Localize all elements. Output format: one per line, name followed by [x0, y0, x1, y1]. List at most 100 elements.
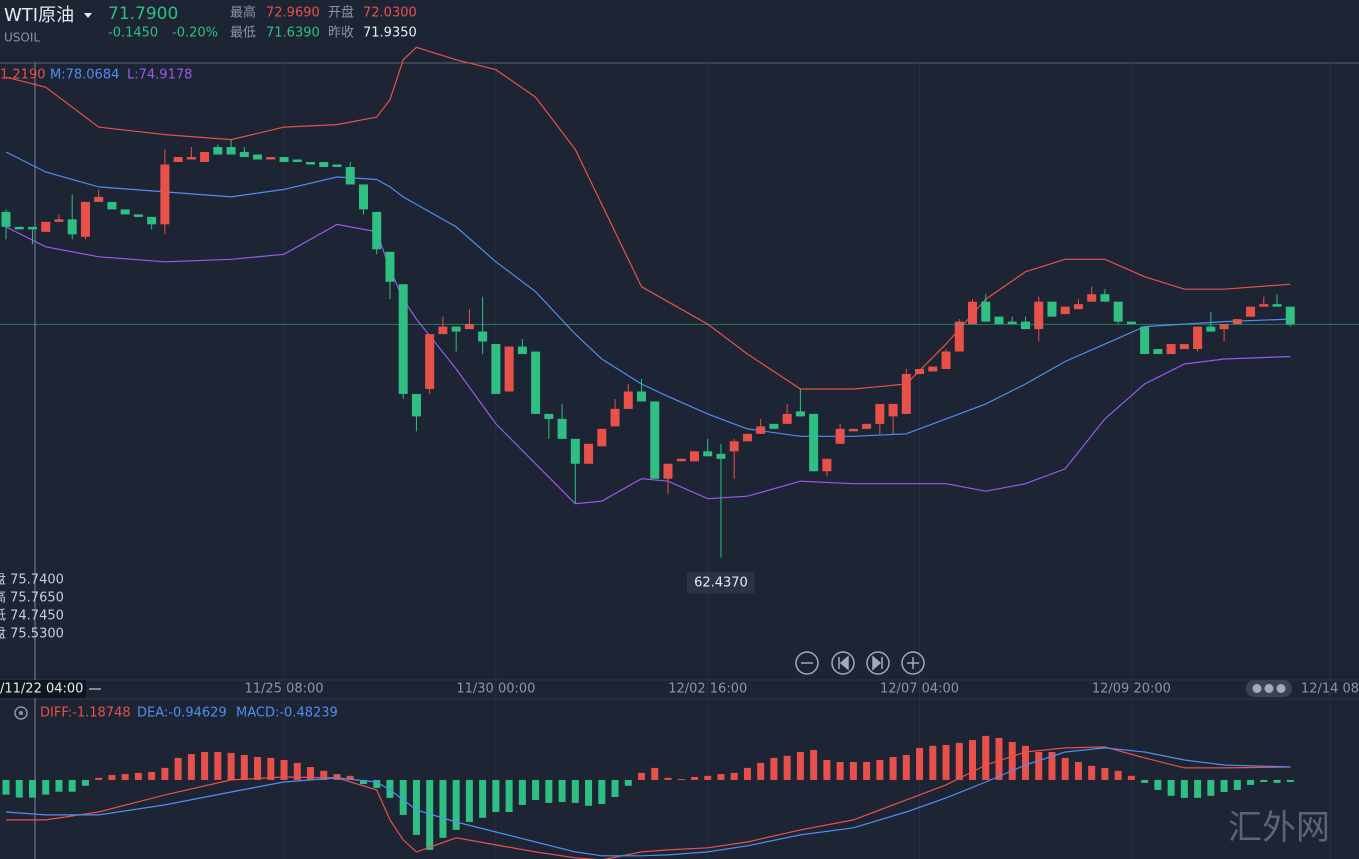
macd-bar	[1286, 779, 1294, 782]
candle-body	[27, 226, 37, 230]
x-tick-label: 12/14 08	[1301, 682, 1359, 697]
macd-bar	[373, 779, 381, 788]
candle-body	[928, 366, 938, 372]
candle-body	[915, 369, 925, 374]
candle-body	[835, 428, 845, 444]
macd-bar	[1154, 779, 1162, 790]
candle-body	[729, 441, 739, 452]
candle-body	[1219, 324, 1229, 330]
stat-value: 71.6390	[266, 26, 320, 41]
zoom-out-button[interactable]	[795, 651, 819, 675]
macd-bar	[677, 779, 685, 781]
candle-body	[1100, 294, 1110, 302]
macd-bar	[611, 779, 619, 797]
zoom-controls	[795, 651, 925, 675]
candle-body	[610, 408, 620, 427]
candle-body	[1206, 326, 1216, 332]
candle-body	[769, 423, 779, 429]
price-change-pct: -0.20%	[172, 26, 218, 41]
macd-bar	[148, 772, 156, 780]
candle-body	[1034, 301, 1044, 330]
candle-body	[663, 463, 673, 479]
candle-body	[1047, 301, 1057, 317]
macd-bar	[1167, 779, 1175, 796]
price-change: -0.1450	[108, 26, 158, 41]
candle-body	[531, 351, 541, 414]
legend-entry: L:74.9178	[127, 68, 192, 83]
macd-bar	[465, 779, 473, 822]
candle-body	[557, 418, 567, 439]
macd-bar	[982, 735, 990, 780]
dropdown-icon[interactable]	[84, 13, 92, 18]
settings-icon[interactable]	[14, 706, 28, 720]
candle-body	[1020, 321, 1030, 330]
instrument-name: WTI原油	[4, 5, 74, 26]
crosshair-ohlc: 高 75.7650	[0, 590, 64, 606]
macd-bar	[916, 747, 924, 780]
macd-bar	[651, 767, 659, 780]
candle-body	[1179, 344, 1189, 350]
low-label: 62.4370	[694, 576, 748, 591]
macd-bar	[955, 742, 963, 780]
stat-value: 72.0300	[363, 6, 417, 21]
candle-body	[200, 152, 210, 163]
macd-bar	[293, 762, 301, 780]
candle-body	[67, 219, 77, 235]
zoom-in-button[interactable]	[901, 651, 925, 675]
candle-body	[226, 147, 236, 155]
candle-body	[107, 201, 117, 210]
crosshair-ohlc: 低 74.7450	[0, 609, 64, 624]
candle-body	[888, 403, 898, 417]
macd-bar	[505, 779, 513, 812]
candle-body	[1140, 326, 1150, 355]
macd-bar	[95, 777, 103, 780]
x-tick-label: 12/02 16:00	[668, 682, 747, 697]
scroll-start-icon	[838, 655, 849, 671]
candle-body	[425, 334, 435, 389]
macd-bar	[1247, 779, 1255, 785]
macd-bar	[558, 779, 566, 802]
scroll-end-button[interactable]	[866, 651, 890, 675]
crosshair-x-box	[0, 680, 86, 698]
macd-bar	[902, 754, 910, 780]
candle-body	[544, 413, 554, 419]
candle-body	[742, 433, 752, 442]
candle-body	[411, 393, 421, 417]
candle-body	[1126, 321, 1136, 325]
macd-bar	[1074, 762, 1082, 780]
stat-label: 最低	[230, 26, 256, 41]
band-line	[5, 223, 1291, 505]
macd-bar	[757, 762, 765, 780]
candle-body	[478, 331, 488, 342]
macd-bar	[28, 779, 36, 798]
stat-label: 开盘	[328, 5, 354, 21]
macd-bar	[1220, 779, 1228, 792]
candle-body	[292, 159, 302, 163]
macd-bar	[823, 759, 831, 780]
macd-bar	[876, 759, 884, 780]
macd-bar	[1035, 752, 1043, 780]
candle-body	[279, 157, 289, 163]
candle-body	[94, 196, 104, 202]
macd-bar	[1088, 765, 1096, 780]
candle-body	[822, 458, 832, 472]
candle-body	[689, 451, 699, 462]
stat-value: 71.9350	[363, 26, 417, 41]
legend-entry: DIFF:-1.18748	[40, 706, 131, 721]
macd-bar	[174, 757, 182, 780]
macd-bar	[386, 779, 394, 798]
candle-body	[782, 413, 792, 424]
candle-body	[994, 316, 1004, 325]
candle-body	[306, 162, 316, 165]
macd-bar	[1101, 767, 1109, 780]
x-tick-label: 12/07 04:00	[880, 682, 959, 697]
symbol: USOIL	[4, 31, 40, 45]
candle-body	[358, 184, 368, 210]
macd-bar	[995, 737, 1003, 780]
candle-body	[54, 219, 64, 222]
candle-body	[239, 152, 249, 158]
macd-bar	[359, 779, 367, 785]
more-dot	[1252, 684, 1262, 693]
scroll-start-button[interactable]	[831, 651, 855, 675]
